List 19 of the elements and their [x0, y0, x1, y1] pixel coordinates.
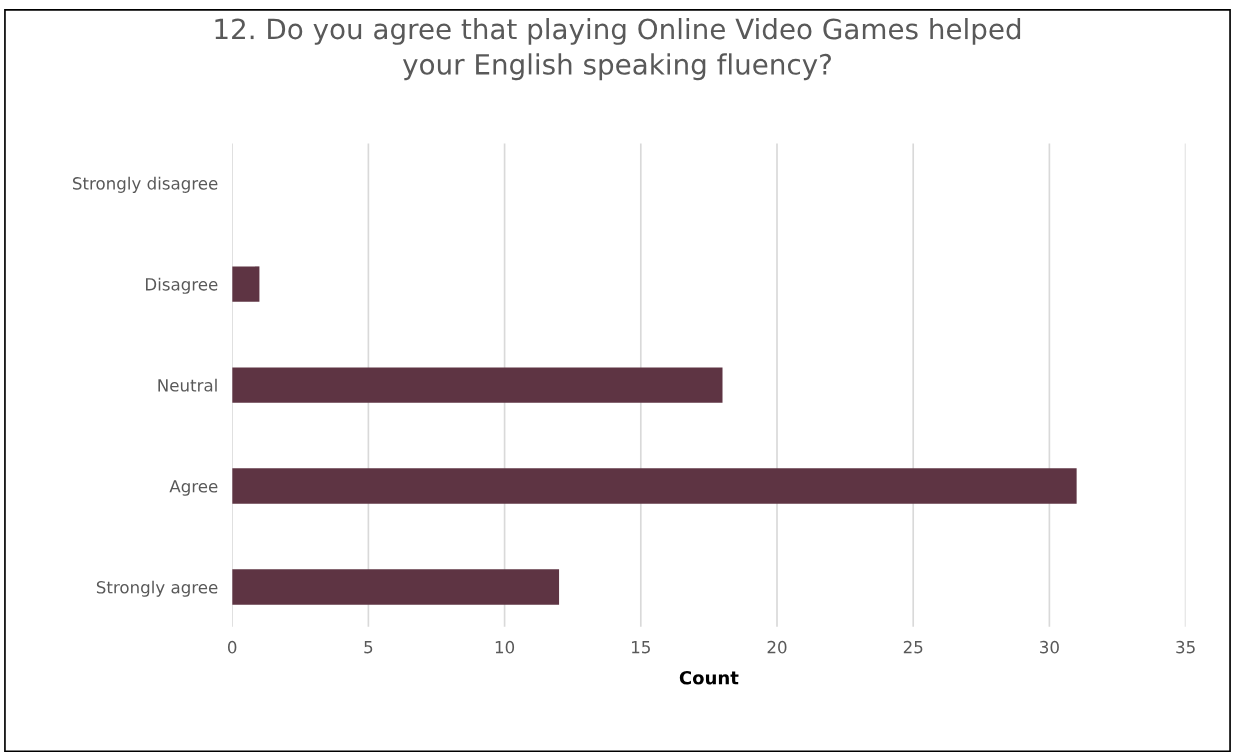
x-tick-label: 10 [495, 640, 515, 654]
x-tick-label: 5 [364, 641, 373, 654]
x-axis-title: Count [679, 670, 739, 685]
bar [232, 367, 723, 403]
y-tick-label: Neutral [158, 378, 217, 392]
x-tick-label: 30 [1040, 640, 1059, 654]
x-tick-label: 25 [903, 640, 923, 654]
bar [232, 468, 1077, 504]
chart-title: 12. Do you agree that playing Online Video Games helped your English speaking fluency? [215, 17, 1021, 81]
bar [232, 569, 560, 605]
x-tick-label: 0 [227, 640, 237, 654]
x-tick-label: 20 [767, 640, 787, 654]
bar [232, 266, 260, 302]
y-tick-label: Strongly disagree [72, 176, 218, 193]
x-tick-label: 15 [632, 641, 650, 654]
y-tick-label: Agree [169, 480, 218, 496]
y-tick-label: Disagree [146, 277, 218, 294]
x-tick-label: 35 [1176, 640, 1195, 654]
y-tick-label: Strongly agree [96, 580, 218, 597]
